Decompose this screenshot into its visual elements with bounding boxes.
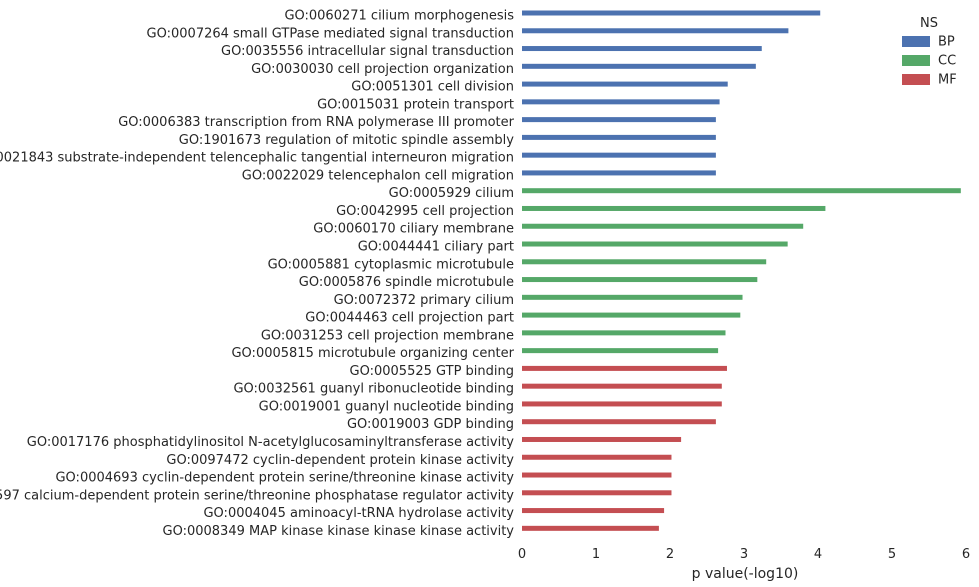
category-label: GO:0019001 guanyl nucleotide binding xyxy=(259,399,514,414)
category-label: GO:0060170 ciliary membrane xyxy=(313,222,514,237)
bar-bp xyxy=(522,117,716,123)
bar-cc xyxy=(522,294,743,300)
bar-mf xyxy=(522,508,665,514)
bar-bp xyxy=(522,99,720,105)
category-label: GO:0030030 cell projection organization xyxy=(251,62,514,77)
category-label: GO:0072372 primary cilium xyxy=(334,293,514,308)
category-label: GO:0004693 cyclin-dependent protein seri… xyxy=(55,471,514,486)
bar-mf xyxy=(522,365,727,371)
legend-swatch-mf xyxy=(902,74,930,85)
category-label: GO:0019003 GDP binding xyxy=(347,417,514,432)
bar-bp xyxy=(522,134,716,140)
bar-cc xyxy=(522,259,767,265)
category-label: GO:0060271 cilium morphogenesis xyxy=(284,9,514,24)
bar-cc xyxy=(522,312,741,318)
bar-bp xyxy=(522,63,756,69)
x-tick-label: 1 xyxy=(592,547,600,562)
legend: NS BP CC MF xyxy=(902,16,957,88)
category-label: GO:0015031 protein transport xyxy=(317,97,514,112)
bar-mf xyxy=(522,472,672,478)
category-label: GO:0021843 substrate-independent telence… xyxy=(0,151,514,166)
category-label: GO:0032561 guanyl ribonucleotide binding xyxy=(233,382,514,397)
bar-mf xyxy=(522,383,722,389)
category-label: GO:0005815 microtubule organizing center xyxy=(231,346,514,361)
category-label: GO:0006383 transcription from RNA polyme… xyxy=(118,115,514,130)
legend-label-mf: MF xyxy=(938,73,957,88)
category-label: GO:0097472 cyclin-dependent protein kina… xyxy=(166,453,514,468)
bar-bp xyxy=(522,46,762,52)
category-labels: GO:0060271 cilium morphogenesis GO:000726… xyxy=(0,9,515,539)
category-label: GO:0008349 MAP kinase kinase kinase kina… xyxy=(163,524,515,539)
category-label: GO:0005876 spindle microtubule xyxy=(299,275,514,290)
bar-cc xyxy=(522,223,804,229)
category-label: GO:0031253 cell projection membrane xyxy=(261,328,514,343)
x-tick-label: 2 xyxy=(666,547,674,562)
bar-cc xyxy=(522,188,961,194)
category-label: GO:0022029 telencephalon cell migration xyxy=(242,168,514,183)
category-label: GO:1901673 regulation of mitotic spindle… xyxy=(179,133,515,148)
category-label: GO:0004045 aminoacyl-tRNA hydrolase acti… xyxy=(203,506,514,521)
bar-mf xyxy=(522,525,659,531)
category-label: GO:0051301 cell division xyxy=(351,80,514,95)
bars-layer xyxy=(522,10,961,531)
bar-bp xyxy=(522,10,821,16)
bar-mf xyxy=(522,401,722,407)
legend-swatch-cc xyxy=(902,55,930,66)
bar-bp xyxy=(522,170,716,176)
bar-cc xyxy=(522,241,788,247)
bar-bp xyxy=(522,152,716,158)
legend-title: NS xyxy=(920,16,938,31)
bar-bp xyxy=(522,81,728,87)
x-tick-label: 3 xyxy=(740,547,748,562)
x-tick-label: 5 xyxy=(888,547,896,562)
bar-cc xyxy=(522,330,726,336)
bar-cc xyxy=(522,205,826,211)
category-label: GO:0044441 ciliary part xyxy=(358,240,514,255)
bar-mf xyxy=(522,454,672,460)
bar-mf xyxy=(522,436,682,442)
x-tick-label: 4 xyxy=(814,547,822,562)
bar-mf xyxy=(522,419,716,425)
category-label: GO:0017176 phosphatidylinositol N-acetyl… xyxy=(27,435,515,450)
x-tick-label: 6 xyxy=(962,547,970,562)
bar-cc xyxy=(522,277,758,283)
category-label: GO:0005525 GTP binding xyxy=(350,364,514,379)
category-label: GO:0008597 calcium-dependent protein ser… xyxy=(0,488,514,503)
legend-label-bp: BP xyxy=(938,35,955,50)
legend-entries: BP CC MF xyxy=(902,35,957,88)
x-axis-ticks: 0 1 2 3 4 5 6 xyxy=(518,547,970,562)
bar-mf xyxy=(522,490,672,496)
x-tick-label: 0 xyxy=(518,547,526,562)
category-label: GO:0005929 cilium xyxy=(389,186,514,201)
x-axis-title: p value(-log10) xyxy=(692,566,799,582)
category-label: GO:0007264 small GTPase mediated signal … xyxy=(147,26,514,41)
category-label: GO:0005881 cytoplasmic microtubule xyxy=(268,257,514,272)
bar-cc xyxy=(522,348,719,354)
category-label: GO:0035556 intracellular signal transduc… xyxy=(221,44,514,59)
category-label: GO:0042995 cell projection xyxy=(336,204,514,219)
legend-swatch-bp xyxy=(902,36,930,47)
bar-bp xyxy=(522,28,789,34)
category-label: GO:0044463 cell projection part xyxy=(305,311,514,326)
legend-label-cc: CC xyxy=(938,54,956,69)
